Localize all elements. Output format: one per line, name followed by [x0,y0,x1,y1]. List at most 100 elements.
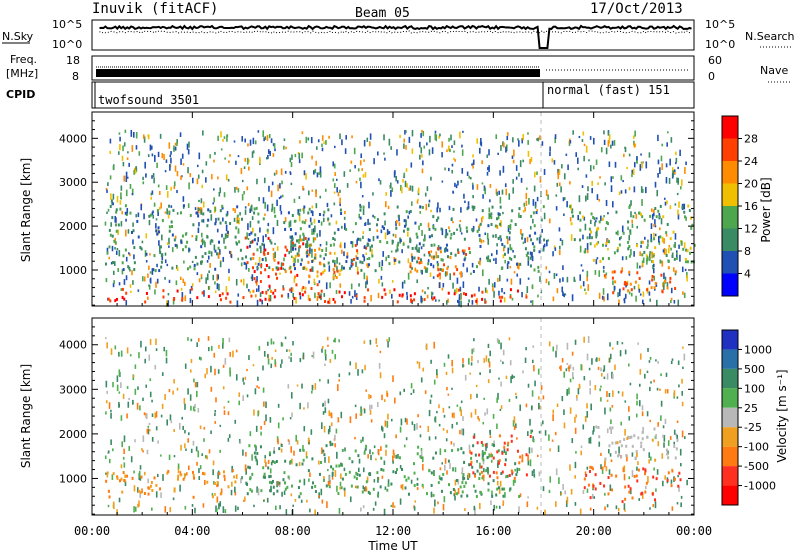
power-data-cell [268,266,271,270]
power-data-cell [313,278,316,284]
vel-data-cell [263,475,266,479]
power-data-cell [235,226,238,230]
vel-data-cell [538,402,540,410]
power-data-cell [114,247,116,250]
vel-data-cell [496,450,499,454]
vel-data-cell [422,367,425,372]
power-data-cell [168,237,170,245]
power-data-cell [133,254,135,260]
vel-data-cell [606,428,609,434]
power-data-cell [164,211,167,214]
vel-data-cell [575,414,577,418]
power-data-cell [410,162,413,168]
velocity-colorbar-tick-label: -1000 [744,480,776,493]
vel-data-cell [111,474,114,481]
freq-panel: Freq. [MHz] 18 8 60 0 Nave [6,53,790,83]
power-data-cell [582,215,585,219]
power-data-cell [173,238,176,242]
vel-data-cell [262,466,265,470]
power-data-cell [216,274,218,281]
power-data-cell [533,248,536,252]
power-data-cell [656,190,659,197]
vel-data-cell [478,453,481,457]
power-data-cell [650,233,653,240]
power-colorbar-tick-label: 20 [744,178,758,191]
power-data-cell [115,229,118,233]
power-data-cell [344,148,347,154]
vel-data-cell [629,382,632,386]
power-data-cell [336,187,338,193]
vel-data-cell [107,504,110,508]
power-data-cell [349,266,352,270]
vel-data-cell [138,470,141,478]
power-data-cell [558,249,561,256]
vel-data-cell [607,476,610,480]
power-data-cell [249,139,252,146]
power-data-cell [112,202,114,206]
power-data-cell [153,177,155,184]
power-data-cell [607,212,609,215]
power-data-cell [629,231,632,235]
power-data-cell [647,239,649,243]
vel-data-cell [288,477,291,481]
power-data-cell [435,251,438,259]
vel-data-cell [106,474,109,478]
vel-data-cell [477,359,479,364]
power-data-cell [661,260,664,267]
power-data-cell [322,217,325,223]
power-data-cell [267,236,270,240]
power-data-cell [327,208,330,212]
power-data-cell [470,272,472,276]
vel-data-cell [322,478,325,482]
vel-data-cell [160,414,163,418]
vel-data-cell [446,386,448,391]
power-data-cell [119,207,122,211]
power-data-cell [651,278,654,282]
vel-data-cell [496,487,499,491]
power-data-cell [222,217,224,222]
power-data-cell [125,175,128,183]
vel-data-cell [253,409,255,416]
vel-data-cell [130,456,133,463]
power-data-cell [575,152,578,157]
power-data-cell [225,286,228,293]
power-data-cell [539,135,541,141]
vel-data-cell [243,382,245,385]
power-data-cell [484,187,487,195]
power-data-cell [427,259,430,263]
vel-data-cell [259,445,262,449]
power-data-cell [422,243,425,247]
power-data-cell [226,210,229,216]
power-data-cell [521,138,524,144]
vel-data-cell [504,463,507,467]
power-data-cell [276,219,279,227]
power-data-cell [265,264,268,268]
power-data-cell [138,151,141,156]
power-data-cell [628,291,631,295]
power-data-cell [265,290,268,294]
power-data-cell [490,253,493,257]
vel-data-cell [651,492,654,496]
velocity-colorbar-tick-label: 100 [744,382,765,395]
power-data-cell [228,276,230,281]
vel-data-cell [453,412,455,419]
power-data-cell [257,220,260,224]
power-data-cell [168,204,171,208]
power-data-cell [319,195,322,199]
power-data-cell [304,290,307,294]
power-data-cell [584,288,586,292]
power-data-cell [484,300,487,304]
power-data-cell [628,205,631,209]
vel-data-cell [127,401,130,408]
vel-data-cell [486,456,489,460]
vel-data-cell [104,337,107,340]
power-data-cell [316,274,319,278]
power-data-cell [494,224,497,228]
vel-data-cell [238,400,241,406]
power-data-cell [646,288,649,292]
power-data-cell [352,258,355,262]
power-data-cell [525,253,528,257]
vel-data-cell [502,500,505,505]
power-data-cell [325,188,327,192]
vel-data-cell [321,346,324,349]
